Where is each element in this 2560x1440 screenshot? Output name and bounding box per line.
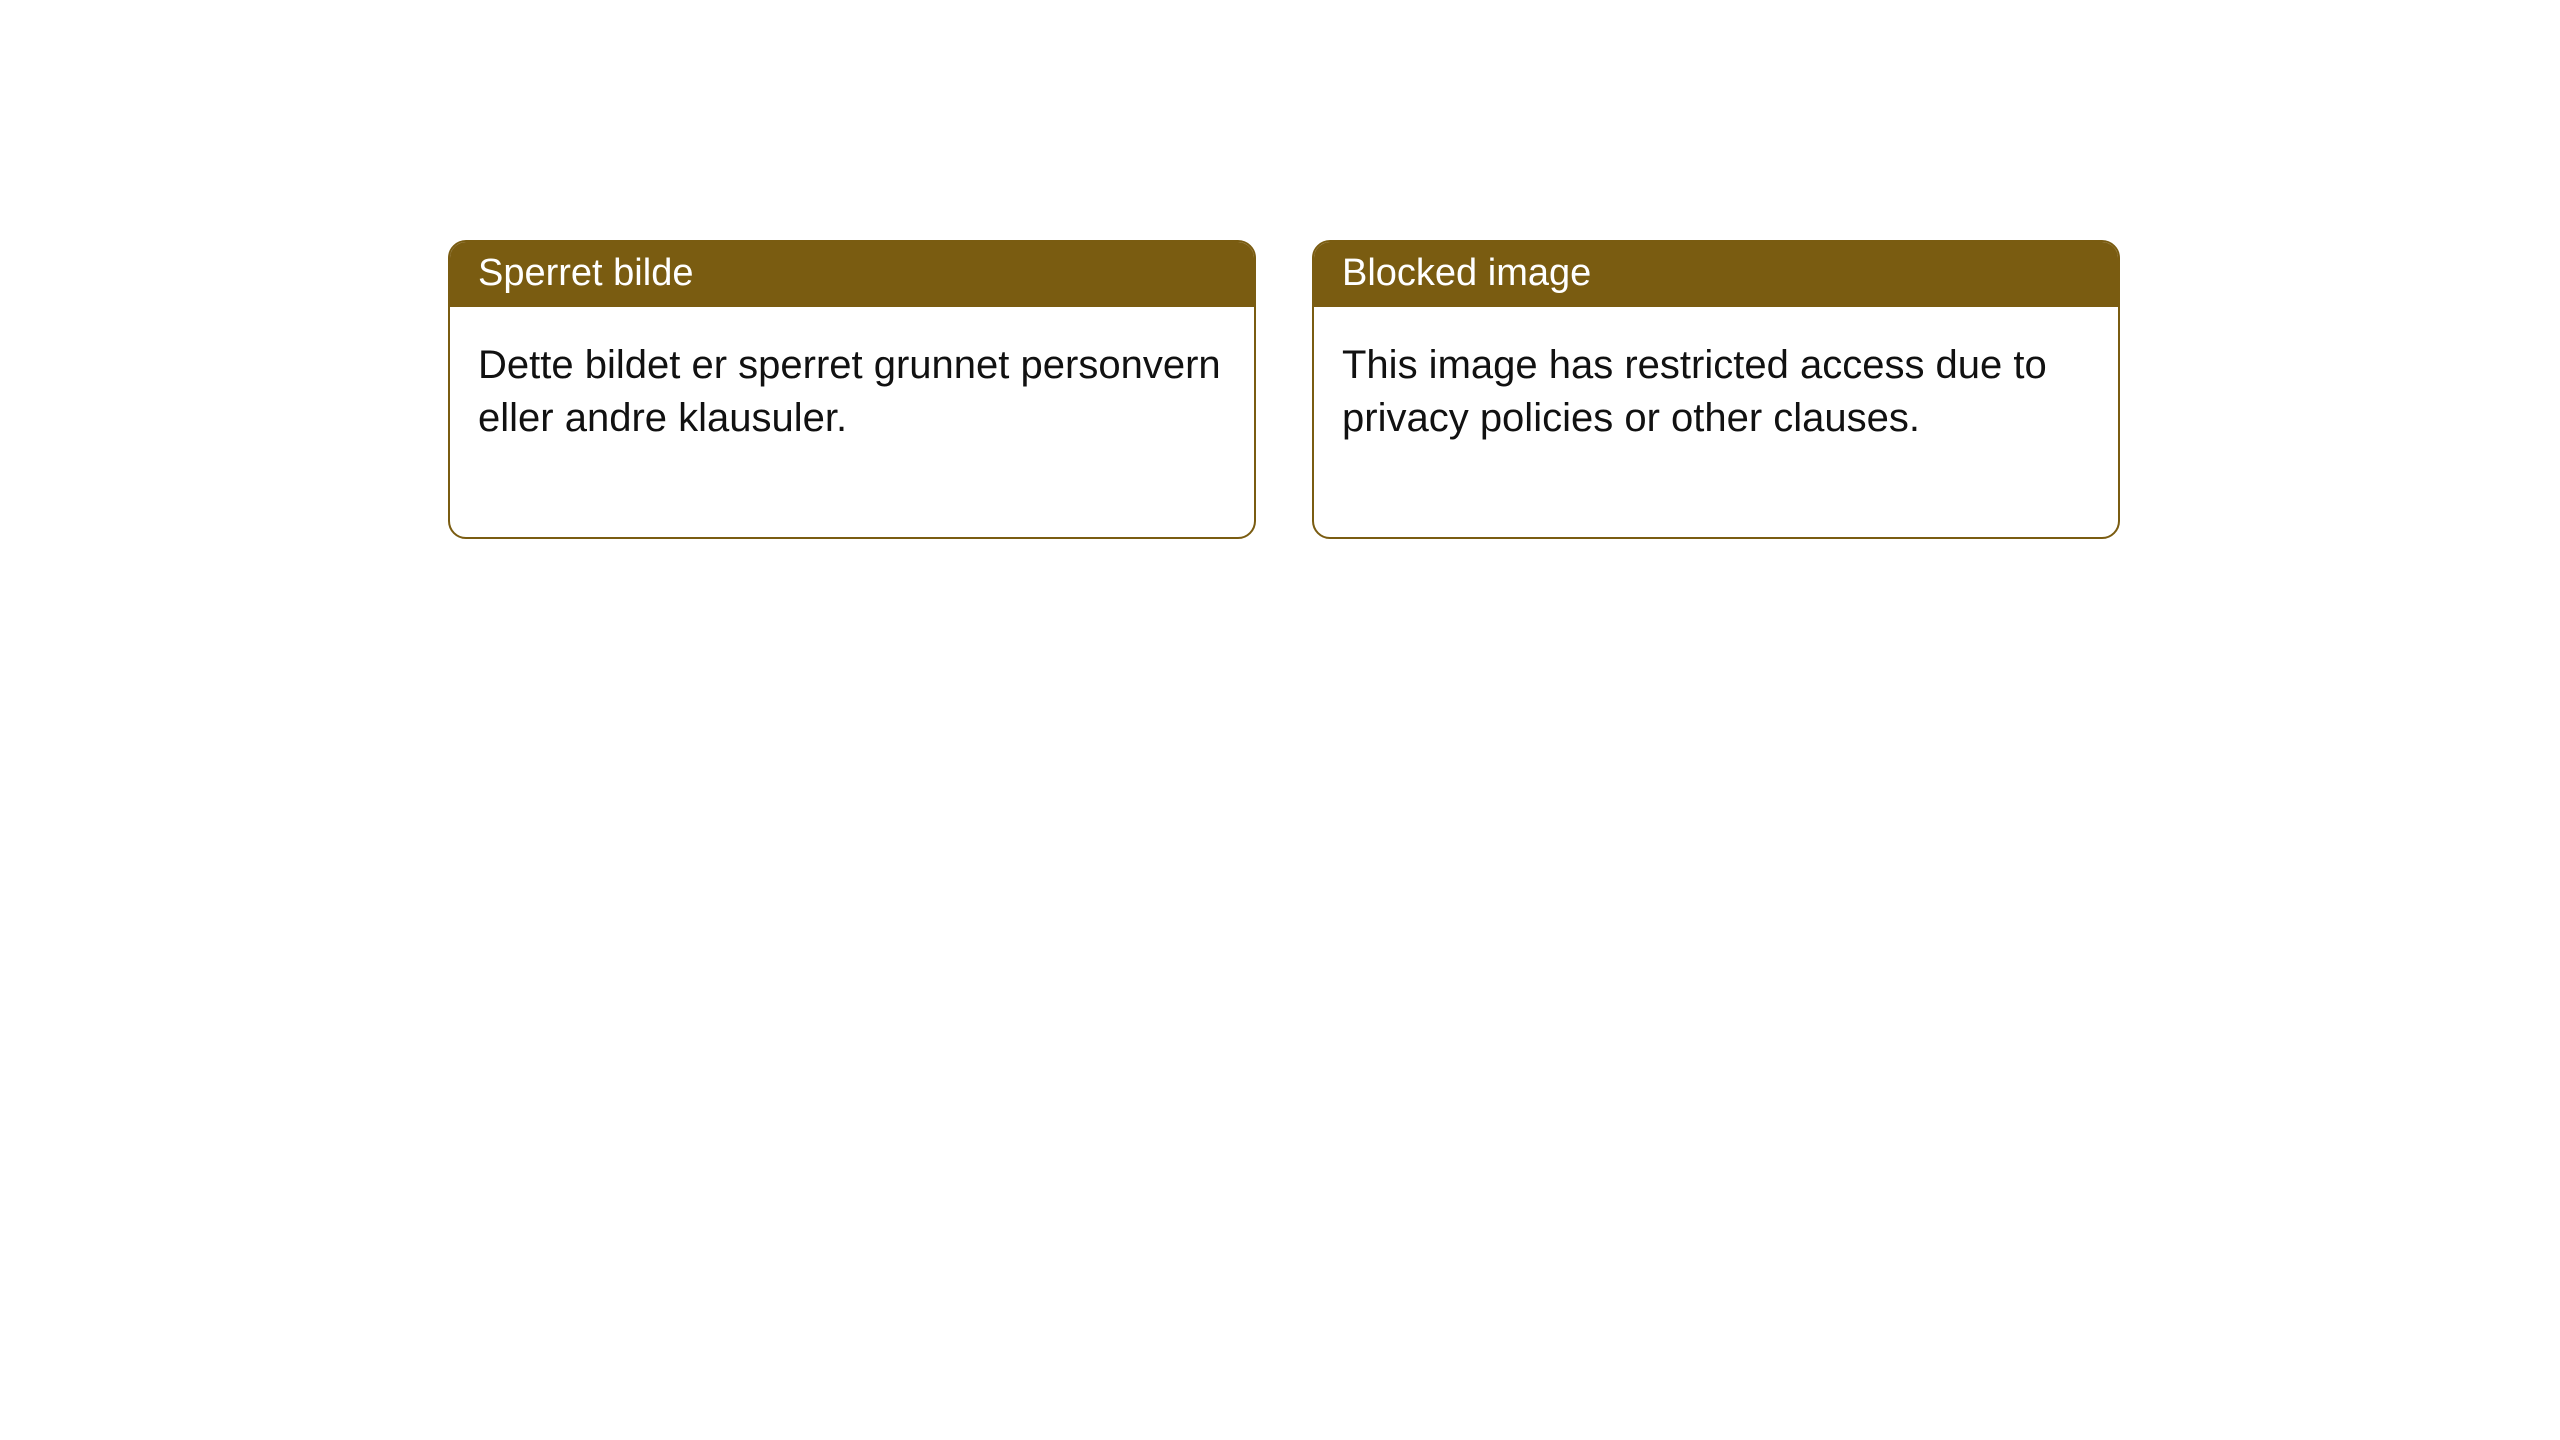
blocked-image-card-en: Blocked image This image has restricted … — [1312, 240, 2120, 539]
card-title: Sperret bilde — [450, 242, 1254, 307]
card-title: Blocked image — [1314, 242, 2118, 307]
card-body: This image has restricted access due to … — [1314, 307, 2118, 537]
blocked-image-card-no: Sperret bilde Dette bildet er sperret gr… — [448, 240, 1256, 539]
card-body: Dette bildet er sperret grunnet personve… — [450, 307, 1254, 537]
notice-container: Sperret bilde Dette bildet er sperret gr… — [0, 0, 2560, 539]
